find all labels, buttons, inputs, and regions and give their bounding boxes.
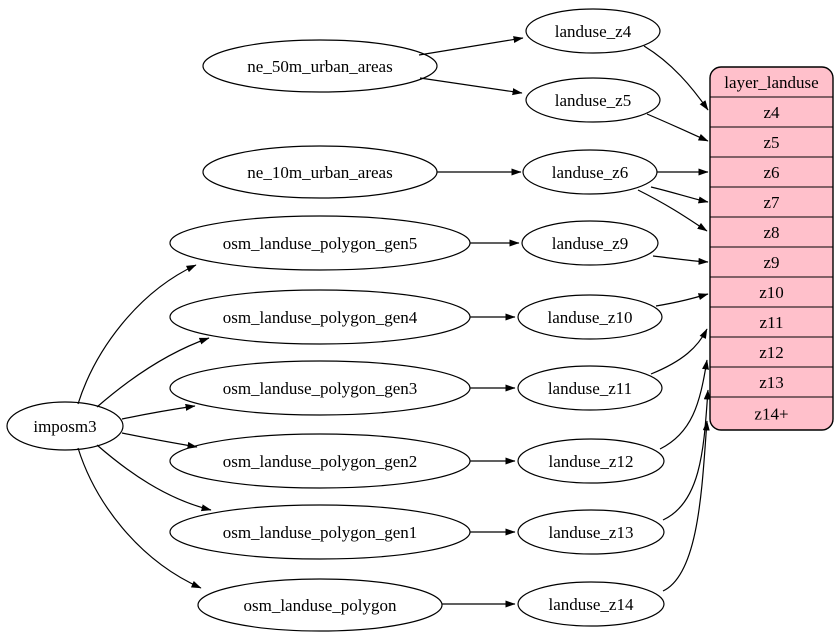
record-row-label-z8: z8 — [763, 223, 779, 242]
record-row-z4: z4 — [710, 96, 833, 122]
node-shape-ne_50m_urban_areas — [202, 39, 438, 93]
record-row-label-z12: z12 — [759, 343, 784, 362]
record-row-label-z4: z4 — [763, 103, 780, 122]
record-row-z13: z13 — [710, 366, 833, 392]
node-label-landuse_z11: landuse_z11 — [548, 379, 632, 398]
edge-landuse_z10-to-layer_landuse-z10 — [655, 293, 709, 307]
record-row-z12: z12 — [710, 336, 833, 362]
edge-ne_50m_urban_areas-to-landuse_z4 — [418, 36, 524, 56]
edge-ne_50m_urban_areas-to-landuse_z5 — [419, 77, 523, 96]
node-label-osm_landuse_polygon_gen1: osm_landuse_polygon_gen1 — [223, 523, 418, 542]
node-label-landuse_z14: landuse_z14 — [549, 595, 634, 614]
node-landuse_z4: landuse_z4 — [525, 8, 661, 54]
node-landuse_z11: landuse_z11 — [517, 365, 663, 411]
edge-landuse_z11-to-layer_landuse-z11 — [650, 328, 708, 375]
node-label-ne_10m_urban_areas: ne_10m_urban_areas — [247, 163, 392, 182]
record-row-label-z11: z11 — [760, 313, 784, 332]
node-label-ne_50m_urban_areas: ne_50m_urban_areas — [247, 57, 392, 76]
node-label-landuse_z13: landuse_z13 — [549, 523, 634, 542]
edge-imposm3-to-osm_landuse_polygon_gen3 — [121, 403, 196, 420]
node-landuse_z9: landuse_z9 — [521, 220, 659, 266]
record-row-label-z6: z6 — [763, 163, 779, 182]
edge-landuse_z14-to-layer_landuse-z14+ — [662, 420, 710, 592]
node-osm_landuse_polygon: osm_landuse_polygon — [197, 578, 443, 632]
node-landuse_z14: landuse_z14 — [517, 581, 665, 627]
node-osm_landuse_polygon_gen4: osm_landuse_polygon_gen4 — [169, 289, 471, 345]
node-landuse_z10: landuse_z10 — [517, 294, 663, 340]
node-label-landuse_z10: landuse_z10 — [548, 308, 633, 327]
record-row-z14+: z14+ — [710, 396, 833, 424]
record-row-label-z7: z7 — [763, 193, 780, 212]
edge-landuse_z9-to-layer_landuse-z9 — [652, 255, 709, 265]
node-shape-landuse_z12 — [517, 438, 665, 484]
record-row-label-z10: z10 — [759, 283, 784, 302]
node-label-osm_landuse_polygon_gen3: osm_landuse_polygon_gen3 — [223, 379, 418, 398]
edge-imposm3-to-osm_landuse_polygon — [77, 447, 202, 589]
node-landuse_z6: landuse_z6 — [522, 149, 658, 195]
node-landuse_z12: landuse_z12 — [517, 438, 665, 484]
node-label-osm_landuse_polygon_gen5: osm_landuse_polygon_gen5 — [223, 234, 418, 253]
edge-imposm3-to-osm_landuse_polygon_gen5 — [77, 264, 197, 405]
node-shape-landuse_z10 — [517, 294, 663, 340]
edge-landuse_z12-to-layer_landuse-z12 — [659, 359, 709, 450]
record-row-z8: z8 — [710, 216, 833, 242]
edge-landuse_z13-to-layer_landuse-z13 — [662, 389, 711, 521]
node-osm_landuse_polygon_gen3: osm_landuse_polygon_gen3 — [169, 360, 471, 416]
record-node-layer-landuse: layer_landuse z4 z5 z6 z7 z8 z9 z10 z11 z12 z13 z14… — [709, 66, 834, 431]
node-label-landuse_z4: landuse_z4 — [555, 22, 632, 41]
record-row-z6: z6 — [710, 156, 833, 182]
node-label-landuse_z9: landuse_z9 — [552, 234, 628, 253]
node-label-osm_landuse_polygon_gen4: osm_landuse_polygon_gen4 — [223, 308, 418, 327]
node-landuse_z5: landuse_z5 — [525, 77, 661, 123]
node-ne_10m_urban_areas: ne_10m_urban_areas — [202, 145, 438, 199]
node-shape-imposm3 — [6, 401, 124, 451]
record-row-label-z14+: z14+ — [754, 405, 788, 424]
node-imposm3: imposm3 — [6, 401, 124, 451]
node-label-landuse_z6: landuse_z6 — [552, 163, 628, 182]
node-shape-landuse_z14 — [517, 581, 665, 627]
node-shape-landuse_z13 — [517, 509, 665, 555]
record-row-z9: z9 — [710, 246, 833, 272]
node-label-osm_landuse_polygon: osm_landuse_polygon — [244, 596, 397, 615]
edge-imposm3-to-osm_landuse_polygon_gen2 — [121, 432, 198, 449]
edge-landuse_z6-to-layer_landuse-z8 — [637, 189, 708, 232]
record-row-z7: z7 — [710, 186, 833, 212]
record-row-label-z5: z5 — [763, 133, 779, 152]
node-landuse_z13: landuse_z13 — [517, 509, 665, 555]
node-label-landuse_z12: landuse_z12 — [549, 452, 634, 471]
record-row-label-z9: z9 — [763, 253, 779, 272]
record-row-label-z13: z13 — [759, 373, 784, 392]
record-row-z5: z5 — [710, 126, 833, 152]
edge-landuse_z5-to-layer_landuse-z5 — [646, 113, 709, 142]
record-title: layer_landuse — [724, 73, 818, 92]
record-row-z10: z10 — [710, 276, 833, 302]
node-shape-landuse_z11 — [517, 365, 663, 411]
node-label-imposm3: imposm3 — [33, 417, 96, 436]
edge-imposm3-to-osm_landuse_polygon_gen1 — [96, 444, 212, 512]
node-osm_landuse_polygon_gen5: osm_landuse_polygon_gen5 — [169, 215, 471, 271]
node-label-landuse_z5: landuse_z5 — [555, 91, 631, 110]
node-osm_landuse_polygon_gen1: osm_landuse_polygon_gen1 — [169, 504, 471, 560]
node-shape-osm_landuse_polygon — [197, 578, 443, 632]
record-row-z11: z11 — [710, 306, 833, 332]
node-shape-landuse_z4 — [525, 8, 661, 54]
edge-landuse_z4-to-layer_landuse-z4 — [643, 45, 709, 111]
node-label-osm_landuse_polygon_gen2: osm_landuse_polygon_gen2 — [223, 452, 418, 471]
record-background — [709, 66, 834, 431]
node-shape-landuse_z9 — [521, 220, 659, 266]
node-shape-landuse_z5 — [525, 77, 661, 123]
node-ne_50m_urban_areas: ne_50m_urban_areas — [202, 39, 438, 93]
node-osm_landuse_polygon_gen2: osm_landuse_polygon_gen2 — [169, 433, 471, 489]
edge-imposm3-to-osm_landuse_polygon_gen4 — [96, 337, 210, 408]
edge-landuse_z6-to-layer_landuse-z7 — [650, 186, 709, 204]
